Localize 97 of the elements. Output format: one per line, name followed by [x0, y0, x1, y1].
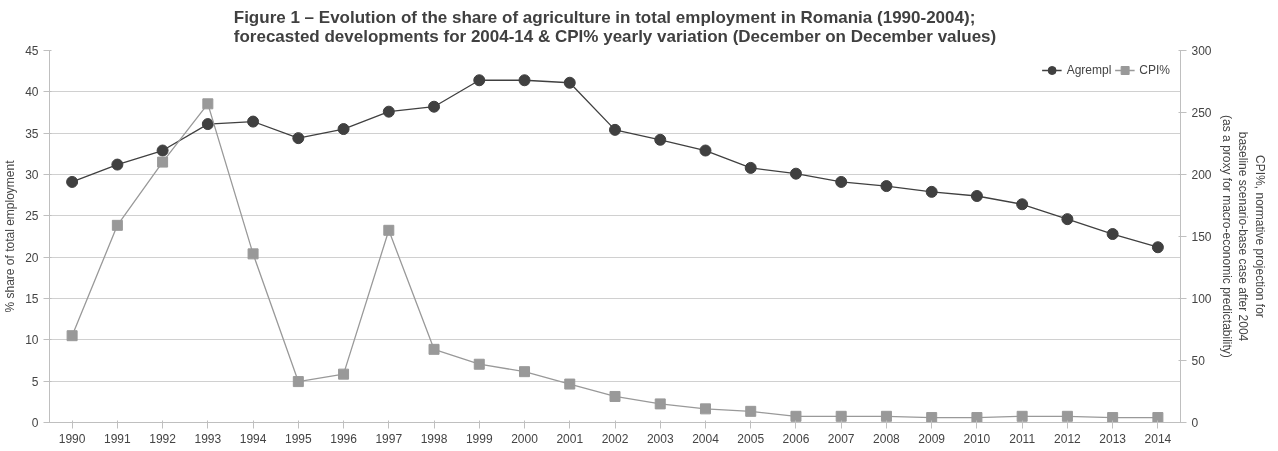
y-axis-title: % share of total employment — [3, 159, 18, 313]
point — [654, 133, 667, 146]
point — [428, 100, 441, 113]
point — [247, 248, 259, 260]
y-tick-label: 5 — [31, 374, 39, 389]
point — [157, 156, 169, 168]
x-tick-label: 1996 — [330, 431, 358, 446]
point — [66, 175, 79, 188]
point — [111, 219, 123, 231]
y-tick-label: 45 — [25, 44, 39, 58]
y-tick-label: 15 — [25, 292, 39, 306]
point — [1107, 412, 1119, 423]
y2-tick-label: 200 — [1191, 168, 1212, 182]
point — [609, 123, 621, 136]
x-tick-label: 1990 — [58, 431, 86, 446]
point — [925, 185, 938, 198]
y-tick-label: 0 — [31, 416, 39, 430]
x-tick-label: 1993 — [194, 431, 222, 446]
point — [1106, 228, 1119, 241]
x-tick-label: 1995 — [284, 431, 312, 446]
point — [247, 115, 260, 128]
point — [292, 376, 304, 388]
point — [745, 405, 757, 417]
point — [790, 410, 802, 422]
point — [744, 161, 757, 174]
y-tick-label: 10 — [25, 333, 39, 348]
point — [518, 74, 531, 87]
x-tick-label: 2005 — [737, 431, 765, 446]
point — [519, 366, 531, 378]
x-tick-label: 2012 — [1054, 431, 1082, 446]
point — [338, 368, 350, 380]
point — [654, 398, 666, 410]
point — [473, 74, 486, 87]
x-tick-label: 2013 — [1099, 431, 1127, 446]
x-tick-label: 2011 — [1009, 431, 1036, 446]
x-tick-label: 1998 — [420, 431, 448, 446]
point — [789, 167, 802, 180]
point — [1152, 412, 1164, 423]
y-tick-label: 25 — [25, 209, 39, 224]
x-tick-label: 2004 — [692, 431, 720, 446]
x-tick-label: 2006 — [782, 431, 810, 446]
x-tick-label: 2010 — [963, 431, 991, 446]
y2-tick-label: 50 — [1191, 354, 1206, 368]
y-tick-label: 30 — [25, 168, 39, 182]
point — [337, 123, 350, 136]
point — [835, 410, 847, 422]
x-tick-label: 1999 — [465, 431, 493, 446]
point — [609, 390, 621, 402]
x-tick-label: 1994 — [239, 431, 267, 446]
point — [156, 144, 169, 157]
y-tick-label: 20 — [25, 250, 39, 265]
point — [383, 224, 395, 236]
chart-title: Figure 1 – Evolution of the share of agriculture in total employment in Romania (1990-2004); forecasted developments for 2004-14 & CPI% yearly variation (December on December values) — [233, 7, 997, 46]
y2-tick-label: 250 — [1191, 106, 1212, 120]
point — [699, 403, 711, 415]
y2-tick-label: 100 — [1191, 292, 1212, 306]
x-tick-label: 1992 — [149, 431, 177, 446]
point — [970, 190, 983, 202]
x-tick-label: 2008 — [873, 431, 901, 446]
point — [563, 76, 576, 89]
y-tick-label: 40 — [25, 85, 39, 100]
point — [428, 343, 440, 355]
point — [201, 118, 214, 131]
x-tick-label: 2001 — [556, 431, 584, 446]
point — [382, 105, 395, 118]
point — [1016, 410, 1028, 422]
point — [880, 410, 892, 422]
point — [1016, 198, 1029, 211]
y2-tick-label: 0 — [1191, 416, 1199, 430]
x-tick-label: 1991 — [104, 431, 132, 446]
point — [926, 412, 938, 423]
y2-axis-title: CPI%, normative projection for baseline scenario-base case after 2004 (as a proxy for macro-economic predictability) — [1219, 115, 1268, 358]
x-tick-label: 2007 — [827, 431, 855, 446]
point — [564, 378, 576, 390]
legend-label: Agrempl — [1066, 63, 1112, 77]
y2-tick-label: 300 — [1191, 44, 1212, 58]
point — [971, 412, 983, 423]
point — [202, 98, 214, 110]
legend-label: CPI% — [1139, 63, 1170, 77]
point — [1061, 213, 1074, 226]
x-tick-label: 2003 — [646, 431, 674, 446]
point — [1061, 410, 1073, 422]
y-tick-label: 35 — [25, 126, 39, 141]
point — [292, 132, 305, 145]
point — [473, 358, 485, 370]
point — [699, 144, 712, 157]
point — [880, 180, 893, 193]
x-tick-label: 2000 — [511, 431, 539, 446]
x-tick-label: 2009 — [918, 431, 946, 446]
point — [111, 158, 124, 171]
point — [66, 330, 78, 342]
x-tick-label: 2014 — [1144, 431, 1172, 446]
x-tick-label: 1997 — [375, 431, 403, 446]
y2-tick-label: 150 — [1191, 230, 1212, 244]
point — [1151, 241, 1164, 254]
x-tick-label: 2002 — [601, 431, 629, 446]
point — [835, 175, 848, 188]
